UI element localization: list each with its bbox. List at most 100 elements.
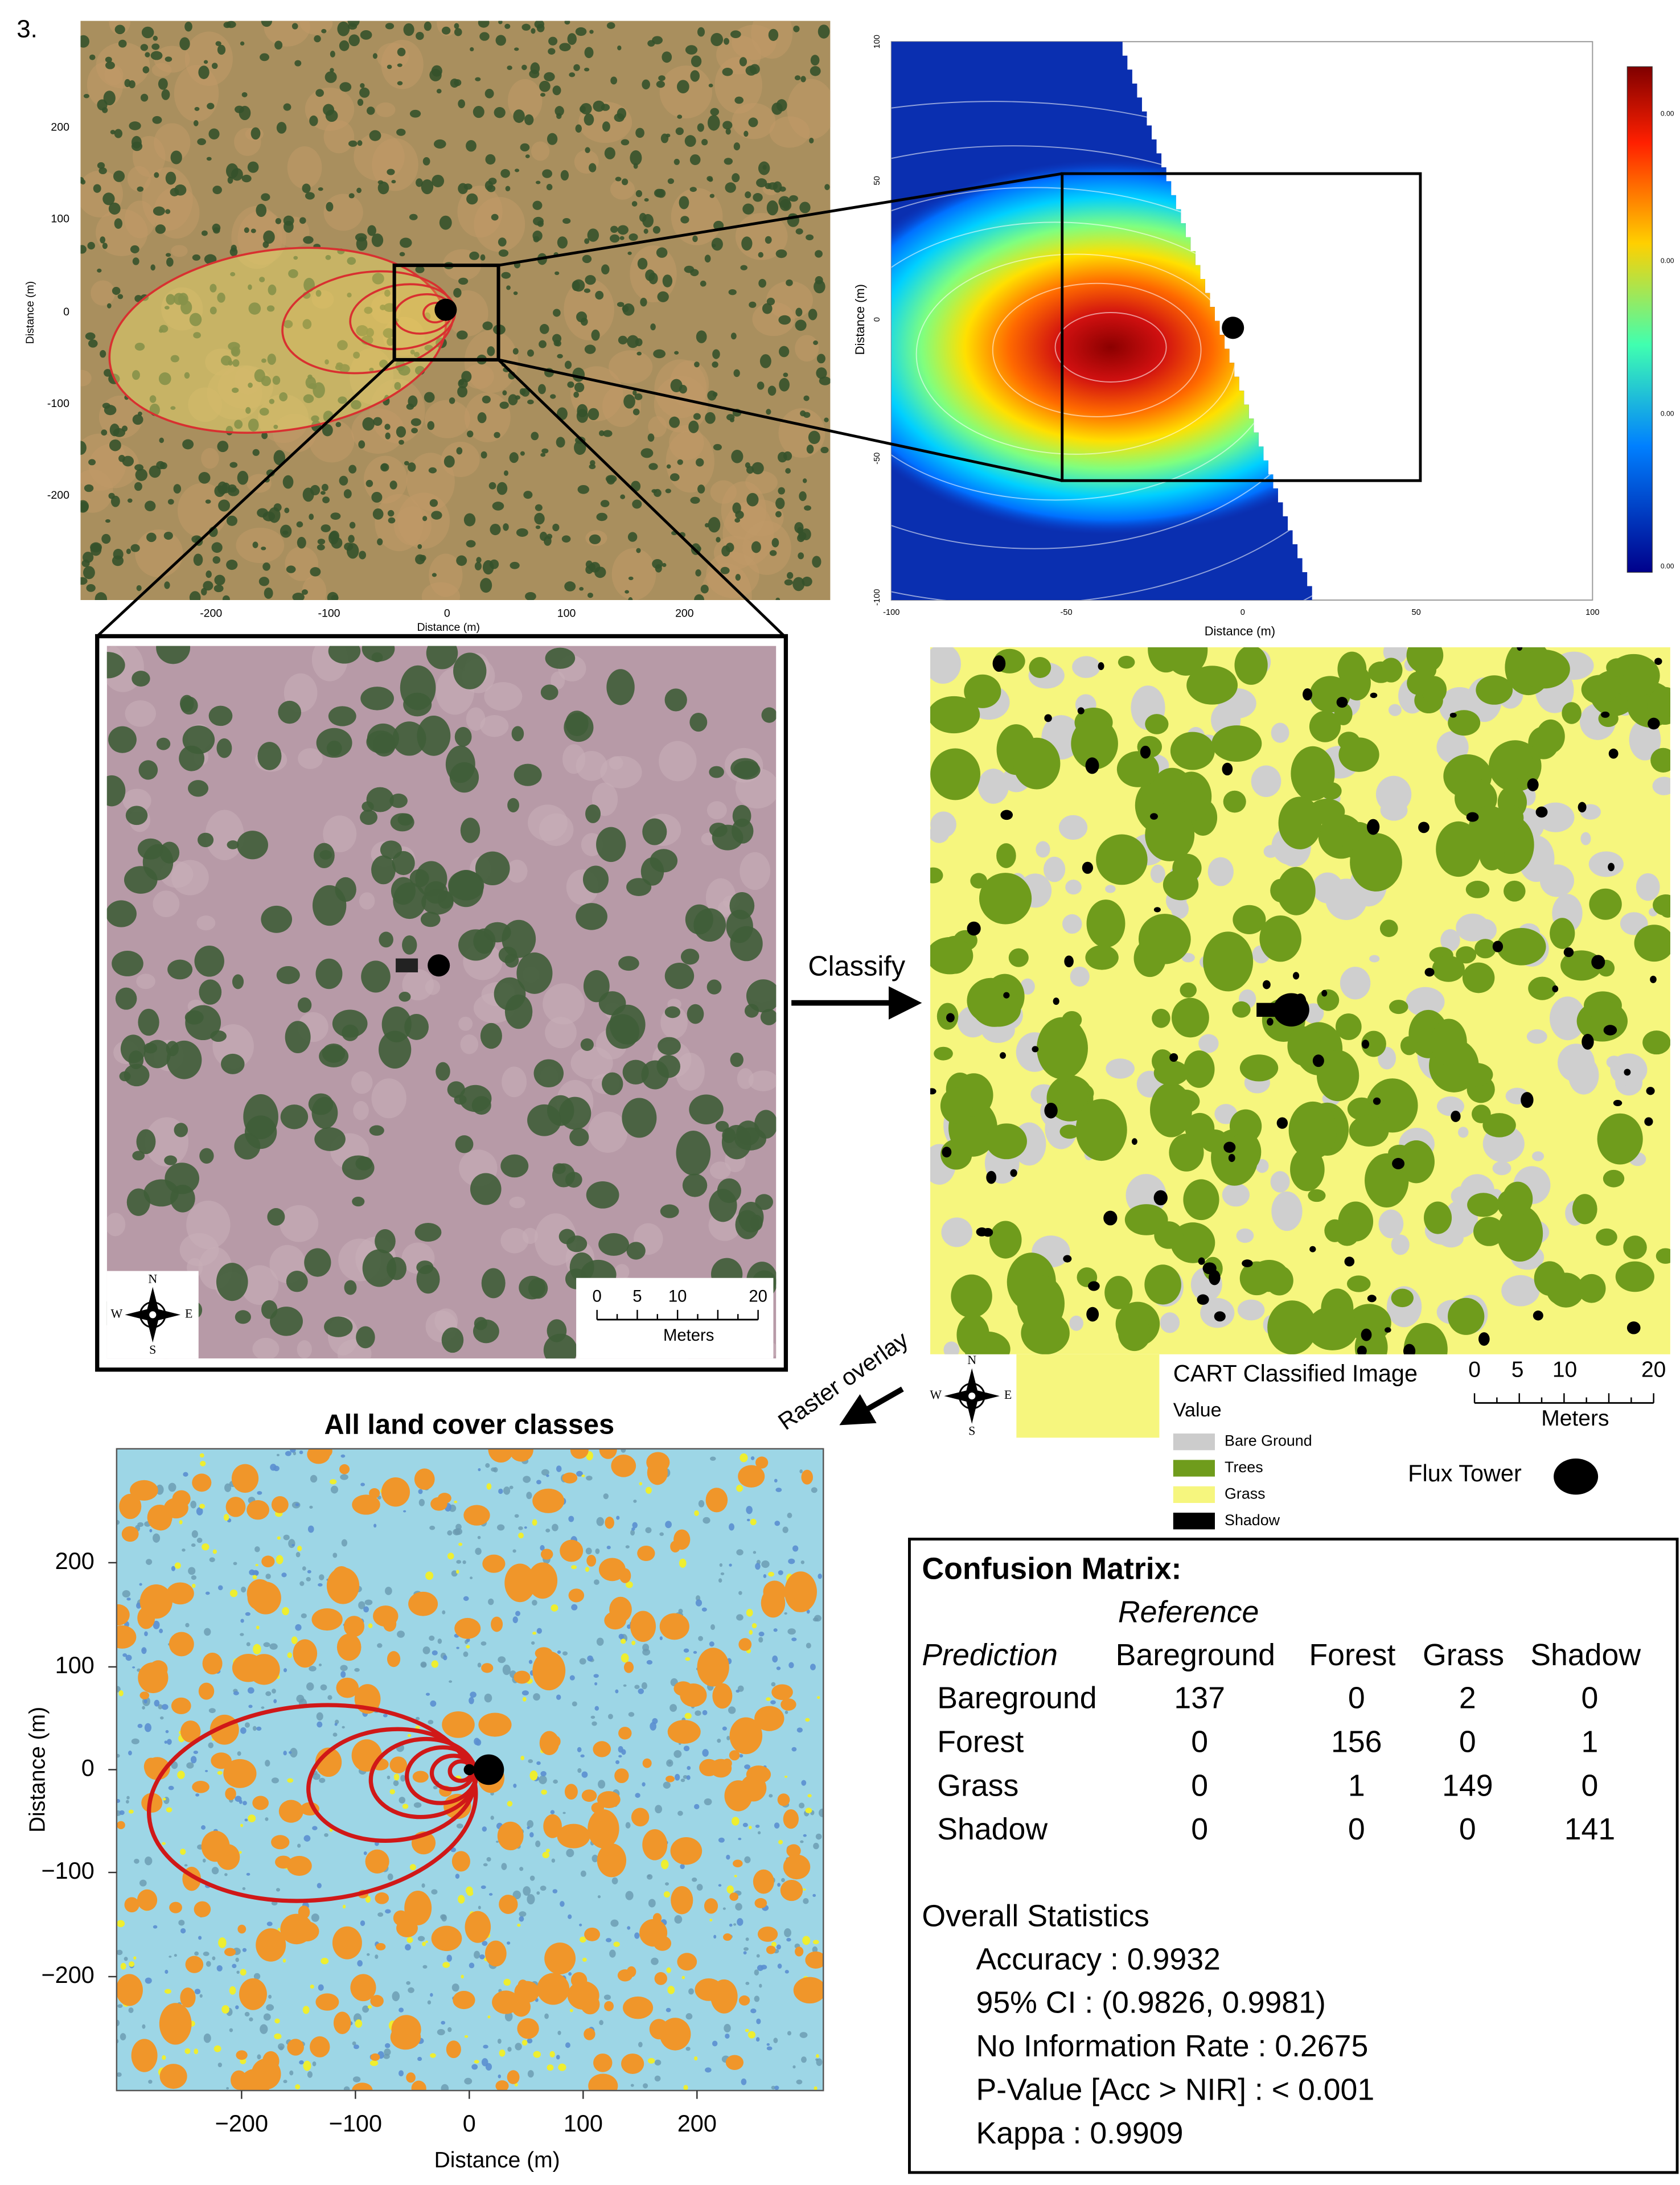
texture: [680, 1864, 684, 1869]
texture: [421, 179, 434, 194]
texture: [261, 1706, 264, 1708]
texture: [607, 476, 615, 484]
texture: [430, 2053, 436, 2057]
texture: [818, 24, 830, 38]
texture: [625, 590, 629, 593]
texture: [97, 269, 101, 273]
texture: [83, 566, 95, 579]
texture: [712, 2041, 717, 2047]
texture: [633, 409, 640, 416]
texture: [1609, 749, 1619, 759]
texture: [633, 1500, 636, 1503]
texture: [1222, 1183, 1250, 1206]
texture: [195, 107, 200, 111]
texture: [746, 1506, 753, 1514]
y-axis-label: Distance (m): [24, 281, 36, 344]
texture: [537, 1973, 569, 2005]
texture: [562, 218, 570, 224]
texture: [731, 332, 737, 339]
texture: [665, 1882, 669, 1886]
texture: [431, 511, 442, 519]
texture: [318, 187, 323, 191]
texture: [601, 500, 610, 507]
matrix-cell: 2: [1459, 1681, 1476, 1715]
texture: [1154, 1190, 1168, 1206]
texture: [618, 225, 629, 235]
column-header: Bareground: [1116, 1638, 1275, 1672]
texture: [525, 154, 530, 158]
texture: [673, 1750, 681, 1758]
texture: [726, 128, 731, 134]
aerial-map: [72, 7, 835, 629]
texture: [182, 440, 194, 450]
texture: [529, 1832, 534, 1837]
texture: [171, 245, 187, 257]
texture: [488, 1599, 494, 1605]
texture: [279, 1800, 303, 1823]
texture: [758, 279, 766, 288]
texture: [613, 1942, 619, 1947]
texture: [774, 1822, 779, 1829]
texture: [784, 1928, 791, 1937]
texture: [725, 182, 736, 192]
texture: [98, 775, 125, 807]
legend-subtitle: Value: [1173, 1399, 1222, 1421]
texture: [349, 193, 355, 198]
texture: [605, 147, 615, 159]
texture: [309, 1666, 316, 1671]
texture: [810, 1664, 816, 1670]
texture: [489, 482, 496, 490]
texture: [986, 1171, 996, 1184]
texture: [268, 1995, 272, 1999]
texture: [524, 114, 533, 125]
texture: [504, 1563, 535, 1602]
texture: [722, 121, 732, 129]
texture: [483, 1863, 488, 1867]
texture: [304, 1248, 331, 1277]
figure-content: 3.2001000-100-200-200-1000100200Distance…: [17, 7, 1680, 2172]
texture: [612, 1878, 618, 1884]
texture: [1242, 1259, 1252, 1267]
texture: [607, 22, 615, 29]
texture: [227, 516, 237, 526]
texture: [636, 190, 642, 197]
texture: [547, 133, 557, 145]
texture: [781, 1880, 803, 1901]
texture: [268, 507, 280, 523]
texture: [814, 2087, 818, 2090]
overlay-label: Raster overlay: [773, 1326, 913, 1435]
texture: [704, 1898, 718, 1913]
texture: [766, 1697, 771, 1701]
texture: [606, 1938, 611, 1942]
texture: [1650, 748, 1676, 773]
texture: [1086, 1307, 1099, 1322]
texture: [180, 696, 198, 714]
texture: [303, 2006, 310, 2014]
texture: [552, 1858, 555, 1862]
texture: [615, 1264, 630, 1280]
texture: [340, 1671, 346, 1678]
texture: [1493, 941, 1503, 952]
texture: [774, 1479, 778, 1482]
texture: [532, 201, 542, 210]
texture: [142, 27, 154, 38]
texture: [713, 444, 722, 450]
texture: [129, 1050, 144, 1069]
texture: [1139, 914, 1191, 964]
texture: [644, 198, 649, 202]
texture: [237, 471, 248, 485]
texture: [373, 53, 377, 59]
texture: [475, 562, 482, 570]
texture: [337, 1634, 362, 1661]
texture: [278, 701, 301, 724]
texture: [310, 1985, 314, 1989]
texture: [807, 445, 814, 454]
texture: [297, 1843, 301, 1847]
texture: [775, 1488, 782, 1492]
texture: [426, 1693, 430, 1695]
texture: [1392, 1158, 1404, 1169]
texture: [318, 1583, 323, 1587]
texture: [1234, 646, 1267, 685]
texture: [167, 1739, 172, 1744]
texture: [772, 538, 779, 547]
